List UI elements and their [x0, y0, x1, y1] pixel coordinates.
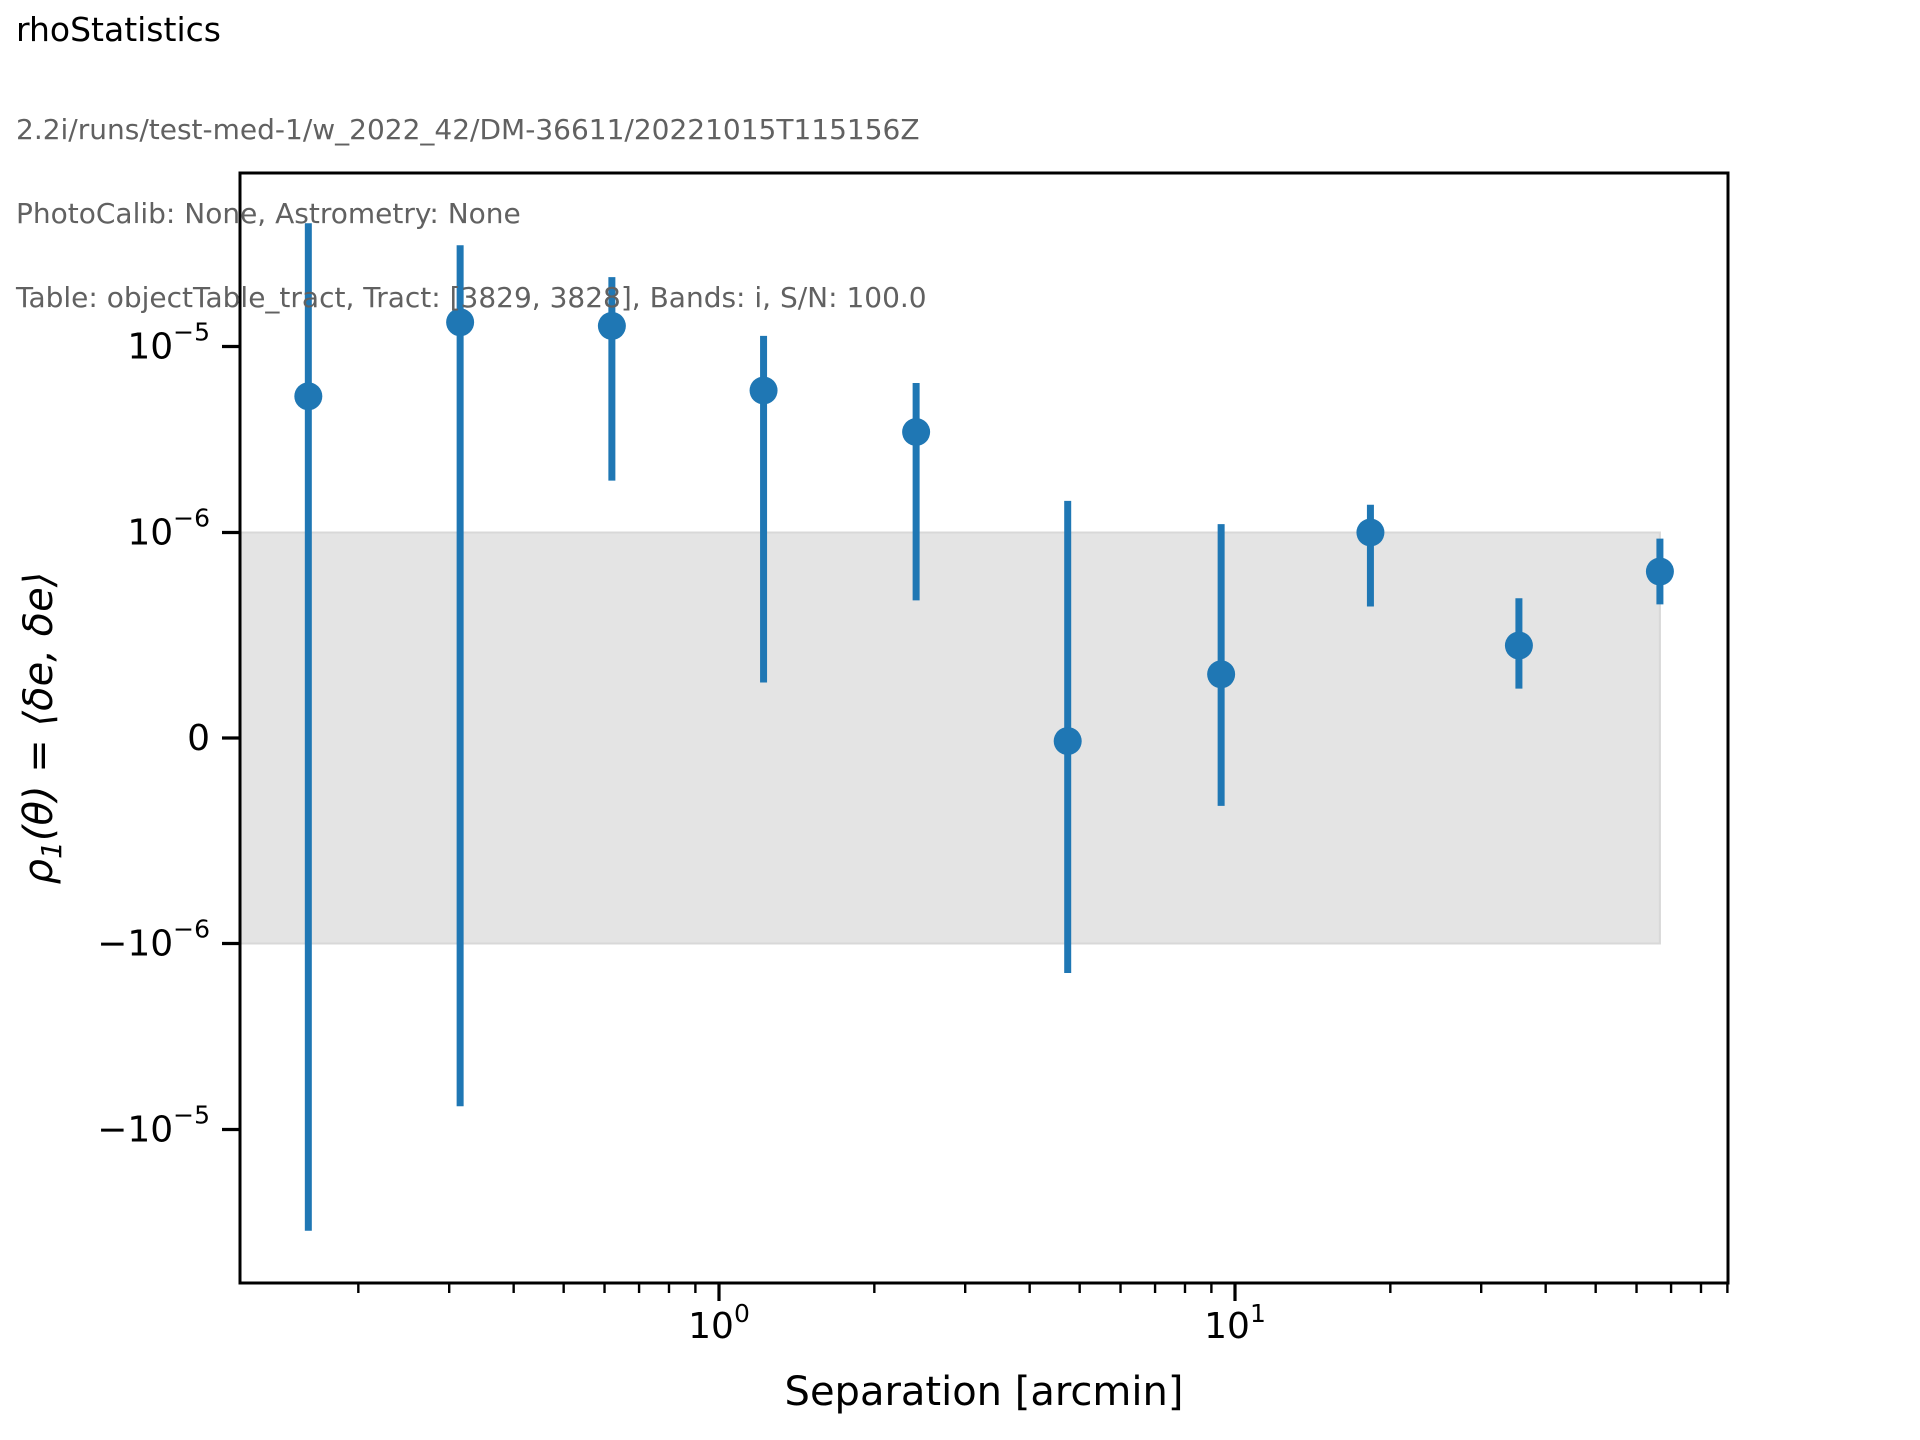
data-marker [1207, 660, 1236, 689]
errorbar-point-8 [1356, 504, 1385, 607]
y-tick-label: −10−5 [97, 1100, 210, 1150]
figure-info-line-2: PhotoCalib: None, Astrometry: None [16, 197, 521, 230]
y-tick-label: 10−5 [127, 317, 210, 367]
figure-info: 2.2i/runs/test-med-1/w_2022_42/DM-36611/… [16, 60, 927, 368]
x-axis: 100 101 [357, 1283, 1729, 1347]
y-tick-label: −10−6 [97, 914, 210, 964]
errorbar-point-5 [902, 383, 931, 601]
figure-info-line-3: Table: objectTable_tract, Tract: [3829, … [16, 281, 927, 314]
errorbar-point-7 [1207, 524, 1236, 806]
data-marker [1053, 727, 1082, 756]
data-marker [749, 376, 778, 405]
errorbar-point-6 [1053, 500, 1082, 973]
errorbar-point-3 [597, 277, 626, 481]
x-tick-label: 100 [688, 1299, 750, 1347]
errorbar-point-10 [1645, 538, 1674, 605]
x-axis-label: Separation [arcmin] [785, 1369, 1184, 1415]
data-marker [1504, 631, 1533, 660]
errorbar-point-9 [1504, 598, 1533, 689]
reference-band [239, 531, 1661, 945]
data-marker [1645, 557, 1674, 586]
y-axis-label: ρ1(θ) = ⟨δe, δe⟩ [16, 572, 68, 885]
data-marker [294, 382, 323, 411]
x-tick-label: 101 [1204, 1299, 1266, 1347]
errorbar-point-2 [446, 245, 475, 1107]
data-marker [1356, 518, 1385, 547]
data-marker [446, 308, 475, 337]
data-marker [597, 311, 626, 340]
figure-header: rhoStatistics 2.2i/runs/test-med-1/w_202… [16, 10, 927, 368]
errorbar-point-1 [294, 223, 323, 1231]
figure-title: rhoStatistics [16, 10, 221, 49]
data-marker [902, 417, 931, 446]
errorbar-point-4 [749, 335, 778, 683]
y-tick-label: 10−6 [127, 503, 210, 553]
figure-info-line-1: 2.2i/runs/test-med-1/w_2022_42/DM-36611/… [16, 113, 920, 146]
y-tick-label: 0 [187, 718, 210, 759]
axes-spines [238, 171, 1730, 1285]
y-axis: 10−5 10−6 0 −10−6 −10−5 [97, 317, 240, 1150]
